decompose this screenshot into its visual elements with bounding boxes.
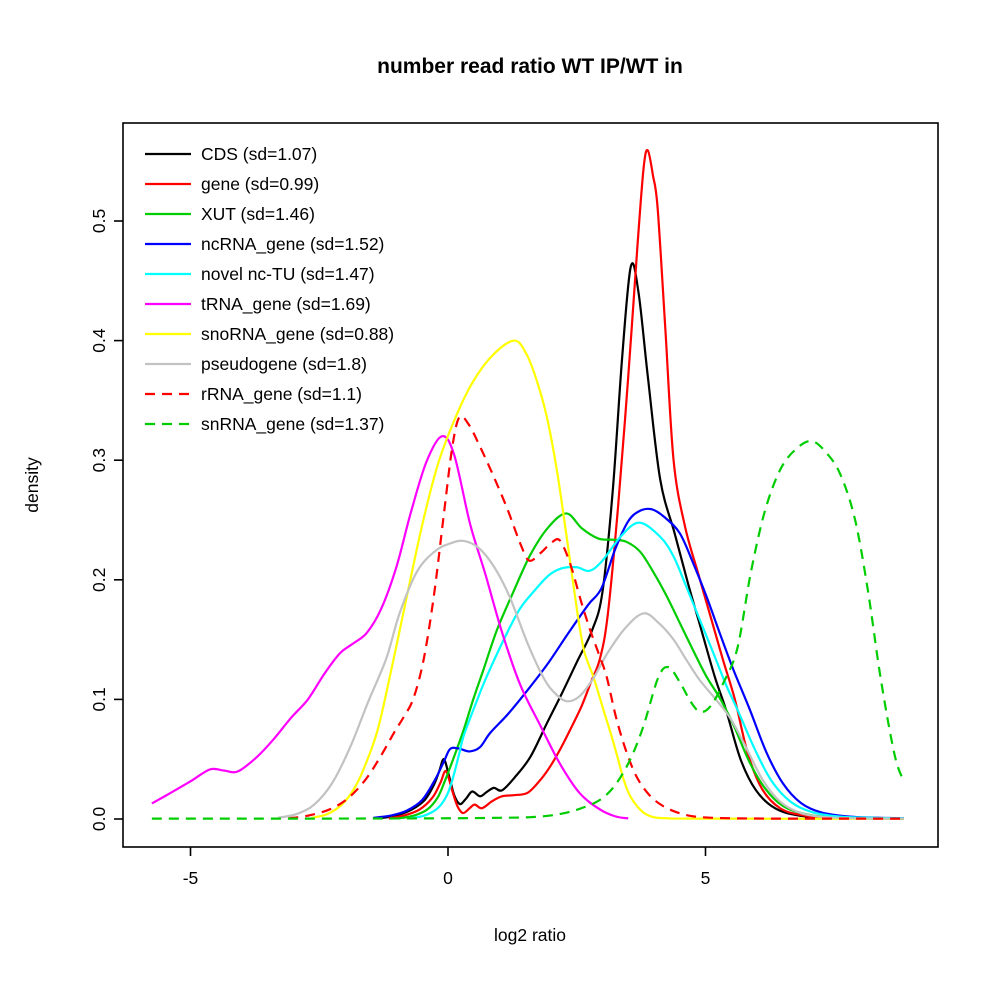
curve-novel-nc-tu — [409, 521, 904, 820]
legend-label-pseudogene: pseudogene (sd=1.8) — [201, 354, 367, 374]
y-axis-label: density — [22, 457, 42, 513]
curve-rrna-gene — [288, 414, 904, 820]
curve-snrna-gene — [151, 439, 905, 820]
legend-label-novel-nc-tu: novel nc-TU (sd=1.47) — [201, 264, 375, 284]
plot-title: number read ratio WT IP/WT in — [377, 55, 683, 78]
legend: CDS (sd=1.07) gene (sd=0.99) XUT (sd=1.46)… — [145, 144, 394, 435]
x-tick-label: 5 — [701, 868, 711, 888]
curve-ncrna-gene — [373, 507, 904, 820]
legend-label-gene: gene (sd=0.99) — [201, 174, 319, 194]
legend-label-trna-gene: tRNA_gene (sd=1.69) — [201, 294, 371, 315]
curves — [151, 149, 905, 820]
y-tick-label: 0.2 — [89, 568, 109, 592]
y-tick-label: 0.0 — [89, 807, 109, 832]
x-axis: -5 0 5 — [183, 847, 711, 888]
curve-pseudogene — [277, 539, 904, 820]
curve-trna-gene — [151, 435, 629, 820]
x-tick-label: 0 — [443, 868, 453, 888]
plot-box — [122, 122, 939, 848]
legend-label-cds: CDS (sd=1.07) — [201, 144, 317, 164]
y-axis: 0.0 0.1 0.2 0.3 0.4 0.5 — [89, 209, 123, 831]
curve-snorna-gene — [311, 339, 904, 820]
x-axis-label: log2 ratio — [494, 925, 566, 945]
y-tick-label: 0.1 — [89, 687, 109, 711]
legend-label-ncrna-gene: ncRNA_gene (sd=1.52) — [201, 234, 384, 255]
legend-label-xut: XUT (sd=1.46) — [201, 204, 315, 224]
y-tick-label: 0.3 — [89, 448, 109, 472]
y-tick-label: 0.4 — [89, 328, 109, 353]
curve-gene — [388, 149, 904, 820]
legend-label-snrna-gene: snRNA_gene (sd=1.37) — [201, 414, 384, 435]
curve-xut — [398, 512, 904, 820]
legend-label-snorna-gene: snoRNA_gene (sd=0.88) — [201, 324, 394, 345]
legend-label-rrna-gene: rRNA_gene (sd=1.1) — [201, 384, 362, 405]
x-tick-label: -5 — [183, 868, 199, 888]
y-tick-label: 0.5 — [89, 209, 109, 233]
